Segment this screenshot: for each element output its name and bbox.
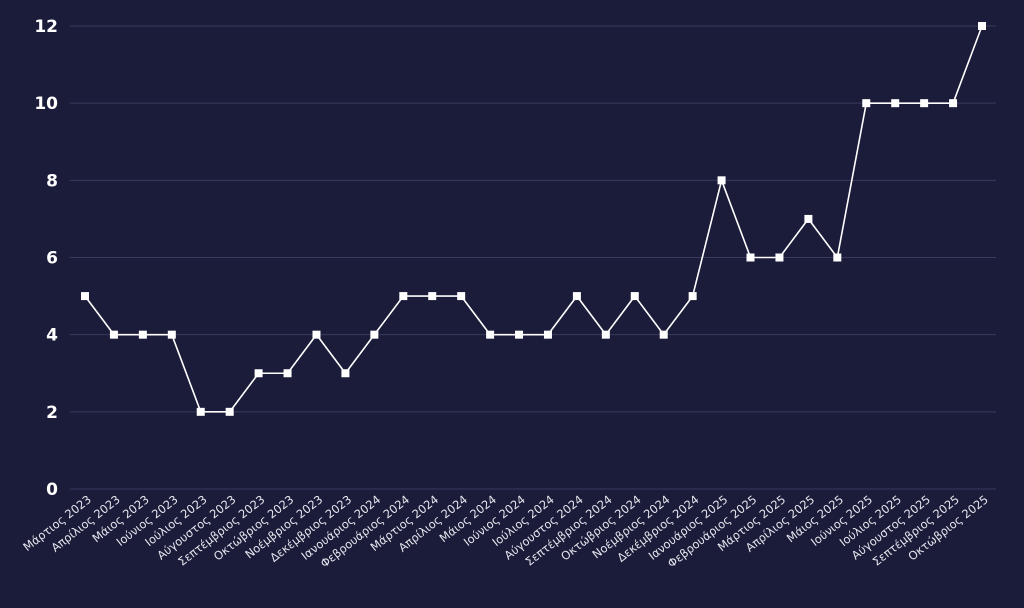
data-point [109, 330, 118, 339]
data-point [543, 330, 552, 339]
y-tick-label: 2 [46, 403, 58, 423]
y-axis-tick-labels: 0 2 4 6 8 10 12 [34, 17, 58, 500]
data-point [630, 292, 639, 301]
data-point [717, 176, 726, 185]
series-line [84, 25, 983, 413]
data-series [81, 22, 986, 416]
data-point [341, 369, 350, 378]
y-tick-label: 12 [34, 17, 58, 37]
data-point [312, 330, 321, 339]
y-tick-label: 4 [46, 326, 58, 346]
data-point [370, 330, 379, 339]
data-point [949, 99, 958, 108]
y-tick-label: 0 [46, 480, 58, 500]
data-point [167, 330, 176, 339]
y-tick-label: 6 [46, 249, 58, 269]
data-point [572, 292, 581, 301]
data-point [486, 330, 495, 339]
data-point [196, 407, 205, 416]
data-point [138, 330, 147, 339]
data-point [399, 292, 408, 301]
data-point [833, 253, 842, 262]
data-point [746, 253, 755, 262]
y-tick-label: 10 [34, 94, 58, 114]
data-point [804, 214, 813, 223]
data-point [601, 330, 610, 339]
data-point [81, 292, 89, 301]
data-point [688, 292, 697, 301]
data-point [428, 292, 437, 301]
data-point [659, 330, 668, 339]
data-point [225, 407, 234, 416]
data-point [775, 253, 784, 262]
data-point [254, 369, 263, 378]
data-point [283, 369, 292, 378]
data-point [515, 330, 524, 339]
data-point [862, 99, 871, 108]
y-tick-label: 8 [46, 171, 58, 191]
data-point [978, 22, 986, 30]
data-point [457, 292, 466, 301]
data-point [920, 99, 929, 108]
data-point [891, 99, 900, 108]
